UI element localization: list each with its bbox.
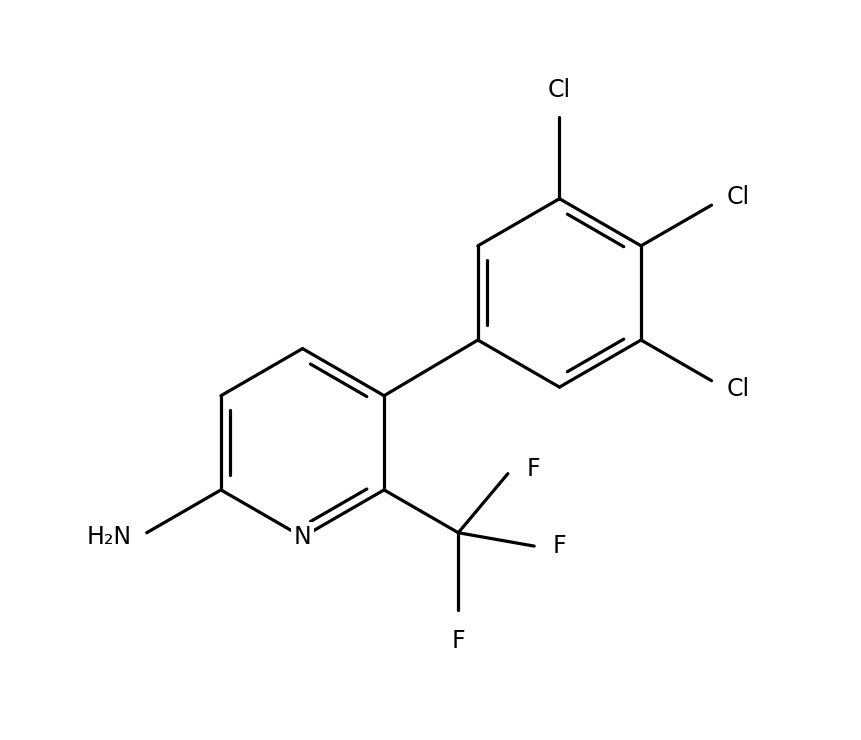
Text: Cl: Cl (726, 184, 749, 209)
Text: F: F (451, 629, 465, 653)
Text: F: F (553, 534, 566, 558)
Text: Cl: Cl (726, 377, 749, 401)
Text: F: F (526, 457, 540, 482)
Text: H₂N: H₂N (86, 525, 131, 549)
Text: Cl: Cl (548, 78, 570, 102)
Text: N: N (294, 525, 311, 549)
